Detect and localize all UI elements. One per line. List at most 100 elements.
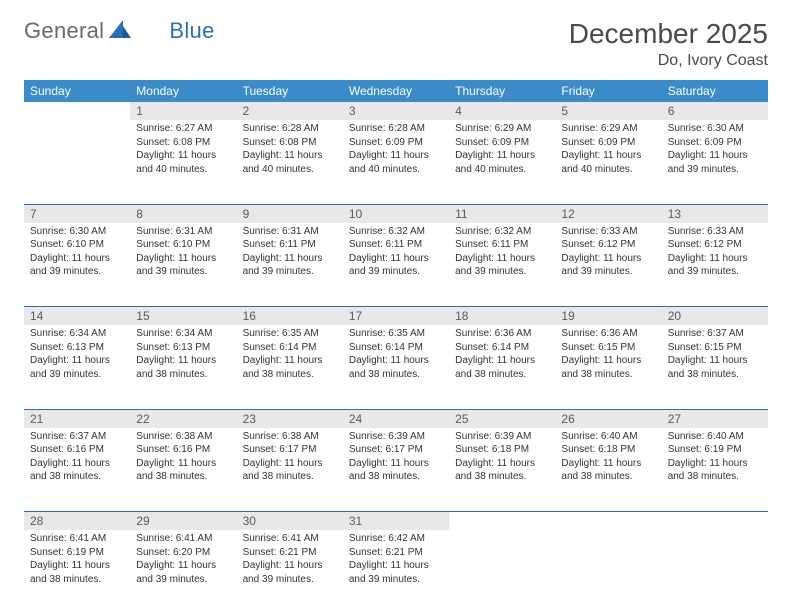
sunrise-line: Sunrise: 6:36 AM bbox=[455, 328, 531, 339]
day-details: Sunrise: 6:42 AMSunset: 6:21 PMDaylight:… bbox=[343, 530, 449, 592]
daylight-line: Daylight: 11 hours and 38 minutes. bbox=[349, 355, 429, 380]
sunset-line: Sunset: 6:09 PM bbox=[455, 137, 529, 148]
day-number: 16 bbox=[237, 307, 343, 325]
sunset-line: Sunset: 6:18 PM bbox=[561, 444, 635, 455]
sunrise-line: Sunrise: 6:41 AM bbox=[243, 533, 319, 544]
day-cell: Sunrise: 6:35 AMSunset: 6:14 PMDaylight:… bbox=[237, 325, 343, 409]
day-cell: Sunrise: 6:35 AMSunset: 6:14 PMDaylight:… bbox=[343, 325, 449, 409]
sunrise-line: Sunrise: 6:38 AM bbox=[243, 431, 319, 442]
day-number: 13 bbox=[662, 205, 768, 223]
daylight-line: Daylight: 11 hours and 39 minutes. bbox=[136, 560, 216, 585]
day-details: Sunrise: 6:34 AMSunset: 6:13 PMDaylight:… bbox=[130, 325, 236, 387]
day-cell: Sunrise: 6:38 AMSunset: 6:17 PMDaylight:… bbox=[237, 428, 343, 512]
day-details: Sunrise: 6:38 AM Sunset: 6:16 PM Daylight:… bbox=[130, 428, 236, 490]
day-number: 9 bbox=[237, 205, 343, 223]
sunset-line: Sunset: 6:11 PM bbox=[349, 239, 422, 250]
sunrise-line: Sunrise: 6:38 AM bbox=[136, 431, 212, 442]
sunset-line: Sunset: 6:16 PM bbox=[136, 444, 210, 455]
sunset-line: Sunset: 6:09 PM bbox=[668, 137, 742, 148]
day-number-cell bbox=[24, 102, 130, 120]
day-number: 14 bbox=[24, 307, 130, 325]
day-cell: Sunrise: 6:31 AMSunset: 6:11 PMDaylight:… bbox=[237, 223, 343, 307]
day-cell bbox=[449, 530, 555, 614]
day-details: Sunrise: 6:35 AMSunset: 6:14 PMDaylight:… bbox=[343, 325, 449, 387]
sunset-line: Sunset: 6:21 PM bbox=[349, 547, 423, 558]
day-cell: Sunrise: 6:42 AMSunset: 6:21 PMDaylight:… bbox=[343, 530, 449, 614]
day-number-cell: 18 bbox=[449, 307, 555, 326]
day-number-cell: 21 bbox=[24, 409, 130, 428]
calendar-table: Sunday Monday Tuesday Wednesday Thursday… bbox=[24, 80, 768, 614]
day-details: Sunrise: 6:32 AMSunset: 6:11 PMDaylight:… bbox=[343, 223, 449, 285]
day-number: 11 bbox=[449, 205, 555, 223]
sunset-line: Sunset: 6:20 PM bbox=[136, 547, 210, 558]
day-cell: Sunrise: 6:40 AMSunset: 6:19 PMDaylight:… bbox=[662, 428, 768, 512]
daylight-line: Daylight: 11 hours and 38 minutes. bbox=[136, 458, 216, 483]
day-number-cell: 23 bbox=[237, 409, 343, 428]
sunrise-line: Sunrise: 6:32 AM bbox=[455, 226, 531, 237]
day-number-cell: 9 bbox=[237, 204, 343, 223]
logo-triangle-icon bbox=[109, 20, 131, 43]
day-number-cell: 19 bbox=[555, 307, 661, 326]
day-details: Sunrise: 6:34 AMSunset: 6:13 PMDaylight:… bbox=[24, 325, 130, 387]
day-number-cell: 4 bbox=[449, 102, 555, 120]
day-details: Sunrise: 6:36 AMSunset: 6:14 PMDaylight:… bbox=[449, 325, 555, 387]
sunset-line: Sunset: 6:09 PM bbox=[349, 137, 423, 148]
day-details: Sunrise: 6:30 AMSunset: 6:09 PMDaylight:… bbox=[662, 120, 768, 182]
sunset-line: Sunset: 6:16 PM bbox=[30, 444, 104, 455]
day-cell: Sunrise: 6:37 AMSunset: 6:15 PMDaylight:… bbox=[662, 325, 768, 409]
day-number-cell: 10 bbox=[343, 204, 449, 223]
day-cell: Sunrise: 6:31 AMSunset: 6:10 PMDaylight:… bbox=[130, 223, 236, 307]
day-details: Sunrise: 6:39 AMSunset: 6:17 PMDaylight:… bbox=[343, 428, 449, 490]
day-details: Sunrise: 6:30 AMSunset: 6:10 PMDaylight:… bbox=[24, 223, 130, 285]
day-details: Sunrise: 6:31 AMSunset: 6:10 PMDaylight:… bbox=[130, 223, 236, 285]
sunset-line: Sunset: 6:12 PM bbox=[668, 239, 742, 250]
daylight-line: Daylight: 11 hours and 38 minutes. bbox=[668, 458, 748, 483]
sunset-line: Sunset: 6:12 PM bbox=[561, 239, 635, 250]
day-cell: Sunrise: 6:39 AMSunset: 6:17 PMDaylight:… bbox=[343, 428, 449, 512]
day-cell: Sunrise: 6:41 AMSunset: 6:21 PMDaylight:… bbox=[237, 530, 343, 614]
sunset-line: Sunset: 6:13 PM bbox=[136, 342, 210, 353]
day-number-cell: 27 bbox=[662, 409, 768, 428]
daylight-line: Daylight: 11 hours and 39 minutes. bbox=[243, 560, 323, 585]
day-cell: Sunrise: 6:28 AMSunset: 6:08 PMDaylight:… bbox=[237, 120, 343, 204]
day-number-cell bbox=[449, 512, 555, 531]
daylight-line: Daylight: 11 hours and 39 minutes. bbox=[561, 253, 641, 278]
sunset-line: Sunset: 6:18 PM bbox=[455, 444, 529, 455]
day-cell: Sunrise: 6:29 AMSunset: 6:09 PMDaylight:… bbox=[555, 120, 661, 204]
day-number-cell: 28 bbox=[24, 512, 130, 531]
sunrise-line: Sunrise: 6:37 AM bbox=[668, 328, 744, 339]
day-details: Sunrise: 6:33 AM Sunset: 6:12 PM Daylight:… bbox=[555, 223, 661, 285]
sunrise-line: Sunrise: 6:28 AM bbox=[349, 123, 425, 134]
daylight-line: Daylight: 11 hours and 38 minutes. bbox=[561, 355, 641, 380]
day-number bbox=[24, 102, 130, 120]
day-details: Sunrise: 6:33 AMSunset: 6:12 PMDaylight:… bbox=[662, 223, 768, 285]
day-number-cell: 5 bbox=[555, 102, 661, 120]
day-cell: Sunrise: 6:33 AMSunset: 6:12 PMDaylight:… bbox=[662, 223, 768, 307]
sunrise-line: Sunrise: 6:33 AM bbox=[561, 226, 637, 237]
day-details: Sunrise: 6:37 AMSunset: 6:15 PMDaylight:… bbox=[662, 325, 768, 387]
logo: General Blue bbox=[24, 18, 215, 44]
day-number: 28 bbox=[24, 512, 130, 530]
day-cell bbox=[662, 530, 768, 614]
sunrise-line: Sunrise: 6:41 AM bbox=[30, 533, 106, 544]
daylight-line: Daylight: 11 hours and 38 minutes. bbox=[136, 355, 216, 380]
weekday-header: Sunday bbox=[24, 80, 130, 102]
daylight-line: Daylight: 11 hours and 40 minutes. bbox=[561, 150, 641, 175]
sunrise-line: Sunrise: 6:36 AM bbox=[561, 328, 637, 339]
day-number-cell: 6 bbox=[662, 102, 768, 120]
day-cell: Sunrise: 6:28 AMSunset: 6:09 PMDaylight:… bbox=[343, 120, 449, 204]
daylight-line: Daylight: 11 hours and 38 minutes. bbox=[243, 458, 323, 483]
day-number: 18 bbox=[449, 307, 555, 325]
day-number-cell: 1 bbox=[130, 102, 236, 120]
daylight-line: Daylight: 11 hours and 39 minutes. bbox=[243, 253, 323, 278]
sunset-line: Sunset: 6:08 PM bbox=[136, 137, 210, 148]
location-text: Do, Ivory Coast bbox=[569, 52, 768, 70]
day-cell: Sunrise: 6:38 AM Sunset: 6:16 PM Daylight:… bbox=[130, 428, 236, 512]
day-details: Sunrise: 6:37 AMSunset: 6:16 PMDaylight:… bbox=[24, 428, 130, 490]
day-number: 19 bbox=[555, 307, 661, 325]
day-details: Sunrise: 6:41 AMSunset: 6:19 PMDaylight:… bbox=[24, 530, 130, 592]
weekday-header: Tuesday bbox=[237, 80, 343, 102]
weekday-header: Saturday bbox=[662, 80, 768, 102]
day-cell: Sunrise: 6:34 AMSunset: 6:13 PMDaylight:… bbox=[24, 325, 130, 409]
day-number-cell bbox=[555, 512, 661, 531]
